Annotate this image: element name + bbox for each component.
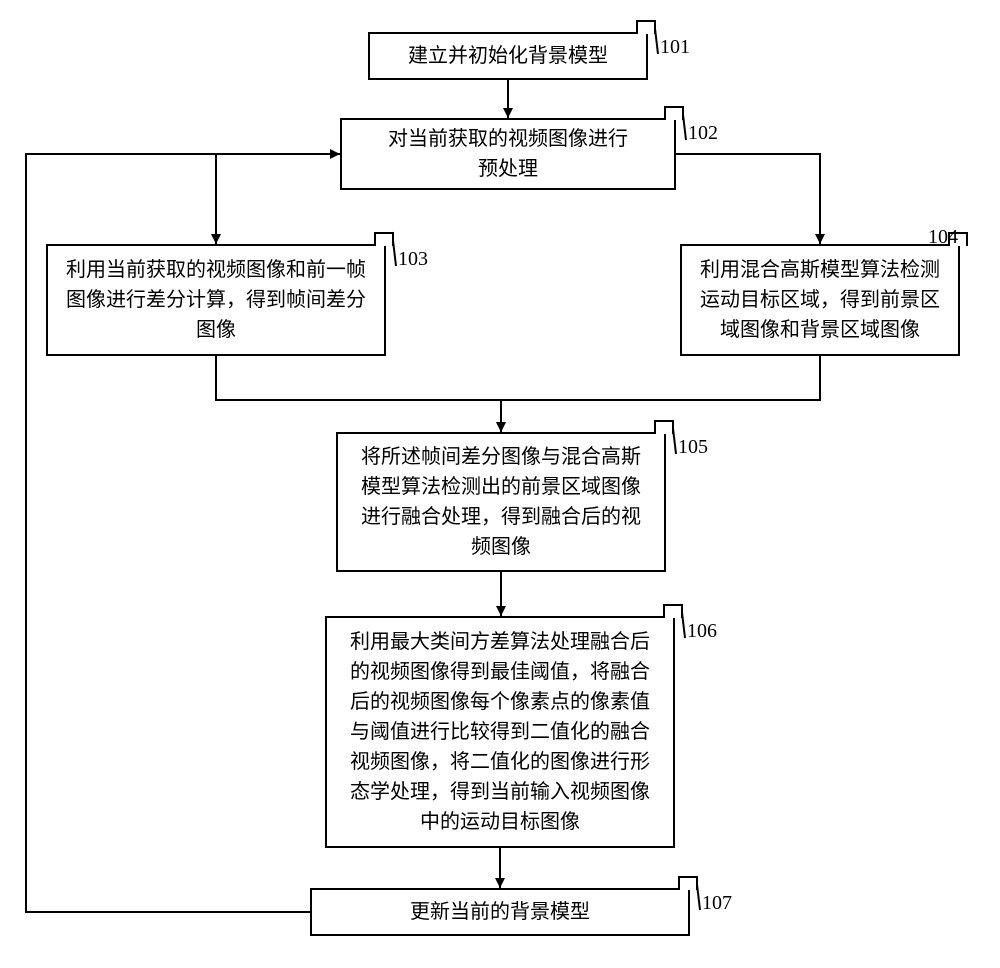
label-tab-105 <box>654 420 674 434</box>
label-tab-106 <box>663 604 683 618</box>
label-tab-102 <box>664 106 684 120</box>
node-101-text: 建立并初始化背景模型 <box>408 41 608 71</box>
label-107: 107 <box>702 892 732 915</box>
node-106-text: 利用最大类间方差算法处理融合后 的视频图像得到最佳阈值，将融合 后的视频图像每个… <box>350 627 650 837</box>
node-103: 利用当前获取的视频图像和前一帧 图像进行差分计算，得到帧间差分 图像 <box>46 244 386 356</box>
label-101: 101 <box>660 36 690 59</box>
label-104: 104 <box>928 226 958 249</box>
flowchart-canvas: 建立并初始化背景模型 对当前获取的视频图像进行 预处理 利用当前获取的视频图像和… <box>0 0 1000 968</box>
label-tab-101 <box>636 20 656 34</box>
label-tab-103 <box>374 232 394 246</box>
node-102-text: 对当前获取的视频图像进行 预处理 <box>388 124 628 184</box>
node-101: 建立并初始化背景模型 <box>368 32 648 80</box>
node-105-text: 将所述帧间差分图像与混合高斯 模型算法检测出的前景区域图像 进行融合处理，得到融… <box>361 442 641 562</box>
node-105: 将所述帧间差分图像与混合高斯 模型算法检测出的前景区域图像 进行融合处理，得到融… <box>336 432 666 572</box>
node-102: 对当前获取的视频图像进行 预处理 <box>340 118 676 190</box>
node-103-text: 利用当前获取的视频图像和前一帧 图像进行差分计算，得到帧间差分 图像 <box>66 255 366 345</box>
node-104-text: 利用混合高斯模型算法检测 运动目标区域，得到前景区 域图像和背景区域图像 <box>700 255 940 345</box>
node-107: 更新当前的背景模型 <box>310 888 690 936</box>
label-tab-107 <box>678 876 698 890</box>
label-103: 103 <box>398 248 428 271</box>
node-106: 利用最大类间方差算法处理融合后 的视频图像得到最佳阈值，将融合 后的视频图像每个… <box>325 616 675 848</box>
label-106: 106 <box>687 620 717 643</box>
label-102: 102 <box>688 122 718 145</box>
label-105: 105 <box>678 436 708 459</box>
node-107-text: 更新当前的背景模型 <box>410 897 590 927</box>
node-104: 利用混合高斯模型算法检测 运动目标区域，得到前景区 域图像和背景区域图像 <box>680 244 960 356</box>
